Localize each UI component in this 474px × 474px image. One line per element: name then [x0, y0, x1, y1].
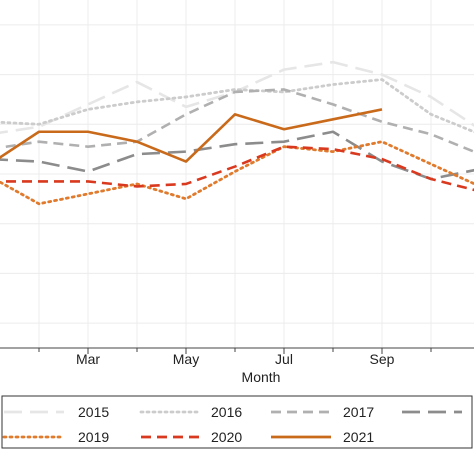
- series-layer: [0, 60, 474, 206]
- x-axis-title: Month: [242, 369, 281, 385]
- series-line-2016: [0, 78, 474, 134]
- series-line-2020: [0, 145, 474, 192]
- series-line-series-4: [0, 130, 474, 181]
- gridlines: [0, 0, 474, 348]
- x-tick-label: Jul: [275, 351, 293, 367]
- legend-label: 2021: [343, 429, 374, 445]
- x-tick-label: May: [173, 351, 199, 367]
- x-tick-label: Mar: [76, 351, 100, 367]
- legend-label: 2015: [78, 404, 109, 420]
- x-axis: MarMayJulSepN: [0, 347, 474, 367]
- legend-label: 2020: [211, 429, 242, 445]
- x-tick-label: Sep: [370, 351, 395, 367]
- legend-label: 2019: [78, 429, 109, 445]
- series-line-2017: [0, 88, 474, 154]
- series-line-2019: [0, 140, 474, 206]
- legend-label: 2016: [211, 404, 242, 420]
- legend-label: 2017: [343, 404, 374, 420]
- series-line-2021: [0, 108, 383, 163]
- legend-box: [1, 395, 473, 449]
- legend: 2015 2016 2017 2019 2020 2021: [1, 395, 473, 449]
- series-line-2015: [0, 60, 474, 135]
